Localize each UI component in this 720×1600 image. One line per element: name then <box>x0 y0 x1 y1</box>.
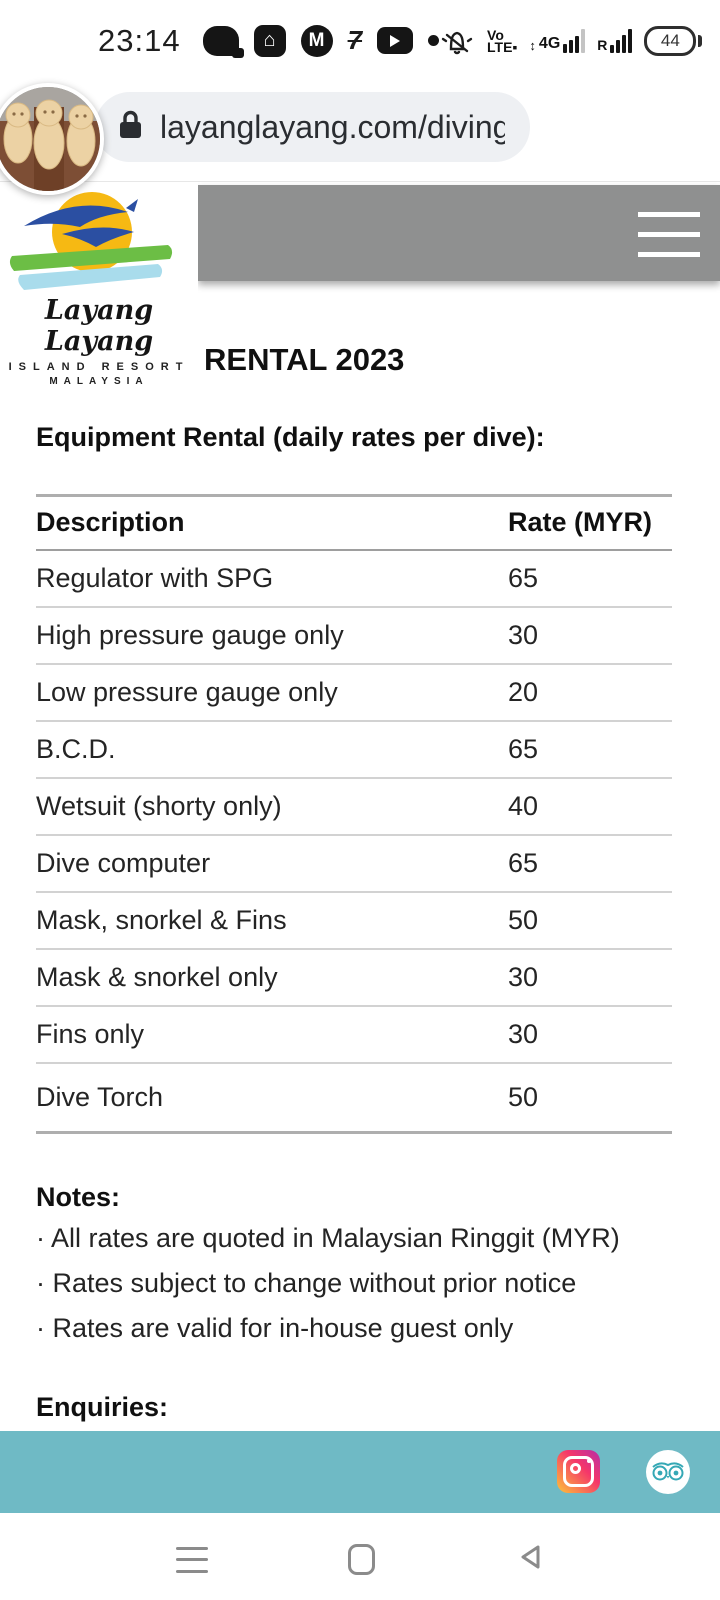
item-description: Wetsuit (shorty only) <box>36 777 508 836</box>
page-title: RENTAL 2023 <box>204 342 405 377</box>
item-description: High pressure gauge only <box>36 606 508 665</box>
table-row: Dive computer 65 <box>36 834 672 893</box>
url-text: layanglayang.com/diving <box>160 108 505 145</box>
notification-icons: ⌂ M 7 <box>202 24 440 58</box>
m-app-icon: M <box>300 24 333 57</box>
logo-country: MALAYSIA <box>49 376 149 387</box>
table-row: Low pressure gauge only 20 <box>36 663 672 722</box>
table-row: Regulator with SPG 65 <box>36 549 672 608</box>
signal-4g-icon: ↕ 4G <box>529 28 586 53</box>
status-bar: 23:14 ⌂ M 7 Vo LTE▪ ↕ 4G <box>0 0 720 75</box>
home-app-icon: ⌂ <box>253 24 286 57</box>
chat-head-avatar[interactable] <box>0 83 104 195</box>
logo-art <box>9 192 173 290</box>
site-menu-button[interactable] <box>638 212 700 257</box>
youtube-icon <box>377 27 414 54</box>
site-logo[interactable]: Layang Layang ISLAND RESORT MALAYSIA <box>0 182 198 387</box>
table-row: B.C.D. 65 <box>36 720 672 779</box>
webpage-viewport: Layang Layang ISLAND RESORT MALAYSIA REN… <box>0 182 720 1513</box>
note-item: · Rates are valid for in-house guest onl… <box>36 1313 514 1343</box>
item-description: Fins only <box>36 1005 508 1064</box>
instagram-icon[interactable] <box>557 1450 600 1493</box>
column-rate: Rate (MYR) <box>508 495 672 551</box>
item-rate: 65 <box>508 549 672 608</box>
browser-toolbar: layanglayang.com/diving :D <box>0 75 720 225</box>
item-rate: 30 <box>508 606 672 665</box>
lock-icon[interactable] <box>117 109 144 146</box>
back-button[interactable] <box>515 1542 545 1577</box>
recents-menu-button[interactable] <box>175 1546 208 1573</box>
table-row: High pressure gauge only 30 <box>36 606 672 665</box>
logo-subtitle: ISLAND RESORT <box>8 361 190 373</box>
enquiries-heading: Enquiries: <box>36 1392 169 1422</box>
chat-app-icon <box>202 25 244 58</box>
tripadvisor-icon[interactable] <box>646 1450 690 1494</box>
item-rate: 50 <box>508 1081 539 1112</box>
table-row: Mask, snorkel & Fins 50 <box>36 891 672 950</box>
item-rate: 65 <box>508 834 672 893</box>
table-row: Wetsuit (shorty only) 40 <box>36 777 672 836</box>
section-heading: Equipment Rental (daily rates per dive): <box>36 422 545 452</box>
table-row: Mask & snorkel only 30 <box>36 948 672 1007</box>
logo-wordmark: Layang Layang <box>44 295 154 357</box>
volte-icon: Vo LTE▪ <box>487 26 518 55</box>
note-item: · Rates subject to change without prior … <box>36 1268 577 1298</box>
item-rate: 40 <box>508 777 672 836</box>
signal-roaming-icon: R <box>597 28 633 53</box>
item-rate: 30 <box>508 948 672 1007</box>
item-description: Low pressure gauge only <box>36 663 508 722</box>
address-bar[interactable]: layanglayang.com/diving <box>95 92 530 162</box>
android-navigation-bar <box>0 1513 720 1600</box>
system-status-icons: Vo LTE▪ ↕ 4G R 44 <box>439 25 703 57</box>
site-header-bar <box>198 185 720 281</box>
item-description: Dive Torch <box>36 1081 164 1112</box>
seven-app-icon: 7 <box>347 25 363 55</box>
item-description: B.C.D. <box>36 720 508 779</box>
item-description: Dive computer <box>36 834 508 893</box>
page-content: Equipment Rental (daily rates per dive):… <box>0 420 720 1423</box>
note-item: · All rates are quoted in Malaysian Ring… <box>36 1223 620 1253</box>
table-row: Fins only 30 <box>36 1005 672 1064</box>
item-rate: 65 <box>508 720 672 779</box>
item-rate: 30 <box>508 1005 672 1064</box>
notification-dot-icon <box>428 35 440 46</box>
item-description: Mask, snorkel & Fins <box>36 891 508 950</box>
clock: 23:14 <box>98 22 181 58</box>
item-rate: 20 <box>508 663 672 722</box>
battery-icon: 44 <box>644 25 703 56</box>
column-description: Description <box>36 495 508 551</box>
item-description: Regulator with SPG <box>36 549 508 608</box>
site-footer <box>0 1431 720 1513</box>
rental-rates-table: Description Rate (MYR) Regulator with SP… <box>36 494 672 1134</box>
vibrate-bell-icon <box>439 25 475 57</box>
item-description: Mask & snorkel only <box>36 948 508 1007</box>
table-header-row: Description Rate (MYR) <box>36 495 672 551</box>
home-button[interactable] <box>347 1544 375 1575</box>
notes-heading: Notes: <box>36 1182 121 1212</box>
table-row: Dive Torch 50 <box>36 1063 672 1133</box>
item-rate: 50 <box>508 891 672 950</box>
